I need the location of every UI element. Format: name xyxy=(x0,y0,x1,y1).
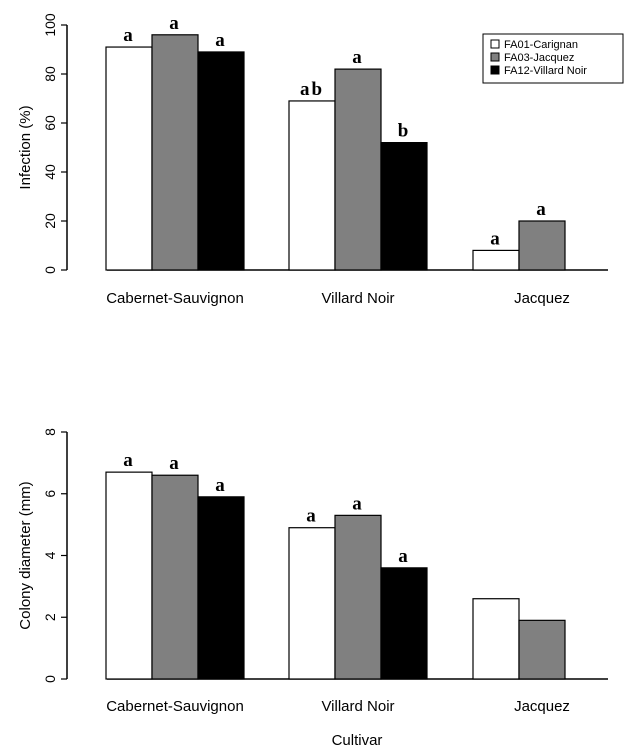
category-label: Cabernet-Sauvignon xyxy=(106,290,244,307)
bar xyxy=(197,496,245,680)
category-label: Jacquez xyxy=(514,290,570,307)
y-tick-label: 0 xyxy=(42,675,58,683)
bar xyxy=(105,471,153,680)
x-axis-title: Cultivar xyxy=(332,732,383,747)
significance-letter: a xyxy=(306,506,318,527)
legend-box xyxy=(482,33,624,84)
significance-letter: ab xyxy=(300,79,324,100)
significance-letter: a xyxy=(215,475,227,496)
significance-letter: a xyxy=(169,453,181,474)
significance-letter: a xyxy=(352,493,364,514)
significance-letter: a xyxy=(123,25,135,46)
y-axis-title: Colony diameter (mm) xyxy=(17,481,34,629)
significance-letter: a xyxy=(352,47,364,68)
chart-1: 0 20 40 60 80 100 Infection (%) a a a Cabernet-Sau… xyxy=(17,13,624,307)
legend-label: FA03-Jacquez xyxy=(504,52,574,64)
bar xyxy=(380,142,428,271)
bar xyxy=(334,514,382,680)
significance-letter: a xyxy=(536,199,548,220)
bar xyxy=(151,474,199,680)
y-tick-label: 40 xyxy=(42,164,58,180)
y-tick-label: 80 xyxy=(42,66,58,82)
category-label: Villard Noir xyxy=(321,290,394,307)
bar xyxy=(151,34,199,271)
y-tick-label: 100 xyxy=(42,13,58,37)
legend-swatch xyxy=(490,52,500,62)
bar xyxy=(334,68,382,271)
y-tick-label: 6 xyxy=(42,490,58,498)
bar xyxy=(288,100,336,271)
bar xyxy=(518,220,566,271)
bar xyxy=(197,51,245,271)
bar xyxy=(518,619,566,680)
y-tick-label: 8 xyxy=(42,428,58,436)
significance-letter: a xyxy=(490,228,502,249)
y-tick-label: 60 xyxy=(42,115,58,131)
legend-label: FA01-Carignan xyxy=(504,39,578,51)
y-tick-label: 20 xyxy=(42,213,58,229)
bar xyxy=(105,46,153,271)
category-label: Villard Noir xyxy=(321,698,394,715)
bar xyxy=(472,249,520,271)
legend-swatch xyxy=(490,39,500,49)
bar xyxy=(472,598,520,680)
significance-letter: a xyxy=(215,30,227,51)
significance-letter: a xyxy=(123,450,135,471)
legend-swatch xyxy=(490,65,500,75)
significance-letter: a xyxy=(398,546,410,567)
bar xyxy=(288,527,336,680)
y-tick-label: 0 xyxy=(42,266,58,274)
y-tick-label: 2 xyxy=(42,613,58,621)
bar xyxy=(380,567,428,680)
significance-letter: b xyxy=(398,121,411,142)
category-label: Cabernet-Sauvignon xyxy=(106,698,244,715)
chart-2: 0 2 4 6 8 Colony diameter (mm) a a a Cabernet-Sau… xyxy=(17,428,608,749)
y-tick-label: 4 xyxy=(42,551,58,559)
legend-label: FA12-Villard Noir xyxy=(504,65,587,77)
significance-letter: a xyxy=(169,13,181,34)
category-label: Jacquez xyxy=(514,698,570,715)
y-axis-title: Infection (%) xyxy=(17,105,34,189)
